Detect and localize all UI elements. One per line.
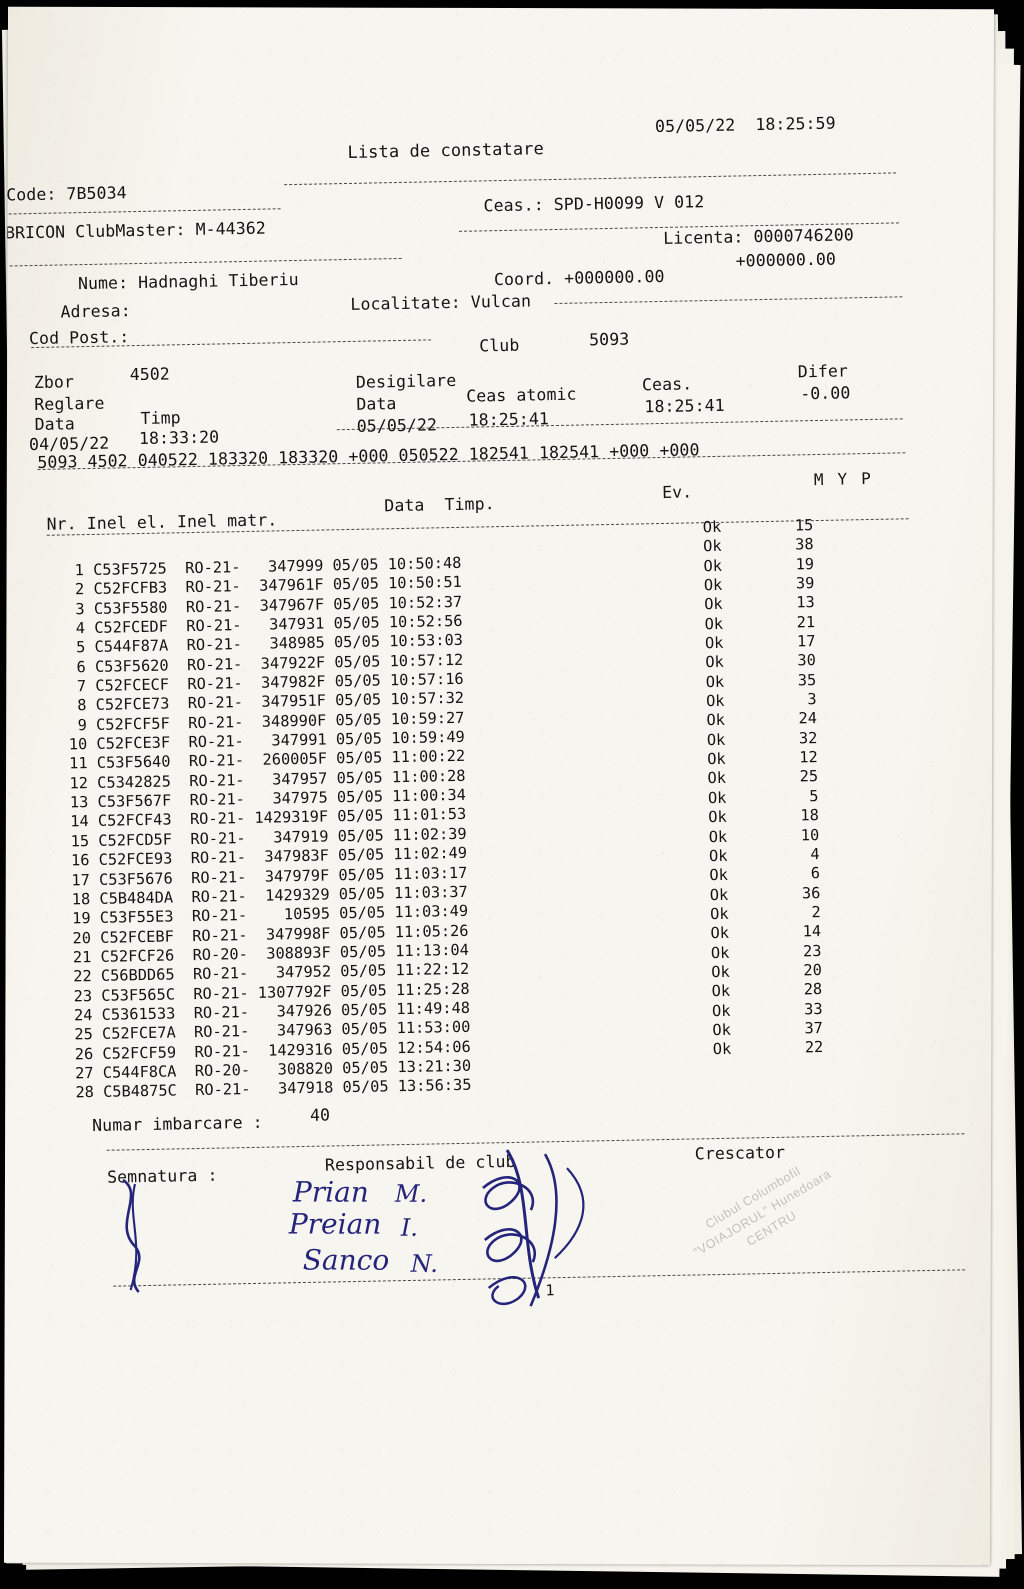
signature-initial-3: N.	[410, 1249, 438, 1278]
zbor-value: 4502	[129, 364, 171, 385]
numar-imbarcare-label: Numar imbarcare :	[91, 1112, 263, 1136]
desigilare-label: Desigilare	[355, 370, 457, 392]
divider-5	[554, 296, 903, 305]
clubmaster-label: BRICON ClubMaster: M-44362	[4, 218, 267, 243]
ceas-label: Ceas.	[641, 374, 693, 395]
reglare-data-label: Data	[34, 414, 75, 435]
licenta-label: Licenta: 0000746200	[663, 225, 855, 248]
responsabil-label: Responsabil de club	[324, 1151, 516, 1175]
divider-4	[9, 257, 402, 267]
column-header-data-timp: Data Timp.	[384, 494, 495, 516]
semnatura-label: Semnatura :	[106, 1165, 218, 1187]
column-header-p: P	[860, 468, 885, 489]
crescator-label: Crescator	[694, 1142, 786, 1164]
table-rows-ev: Ok 15 Ok 38 Ok 19 Ok 39 Ok 13 Ok 21 Ok 1…	[702, 516, 824, 1059]
signature-initial-1: M.	[394, 1179, 428, 1208]
column-header-m: M	[813, 469, 838, 490]
club-label: Club	[479, 335, 520, 356]
signature-name-2: Preian	[288, 1207, 382, 1241]
page-number: 1	[545, 1281, 555, 1300]
column-header-y: Y	[837, 469, 862, 489]
page-title: Lista de constatare	[347, 139, 545, 163]
coord-value-2: +000000.00	[735, 249, 837, 271]
desigilare-data-value: 05/05/22	[356, 415, 438, 436]
column-header-myp: MYP	[814, 469, 885, 489]
signature-name-1: Prian	[292, 1175, 369, 1209]
divider-2	[8, 208, 281, 215]
ceas-atomic-label: Ceas atomic	[466, 384, 577, 406]
reglare-timp-label: Timp	[140, 408, 181, 428]
divider-1	[284, 172, 897, 186]
printed-content-layer: 05/05/22 18:25:59 Lista de constatare Co…	[4, 7, 994, 1566]
adresa-label: Adresa:	[60, 301, 131, 322]
nume-label: Nume: Hadnaghi Tiberiu	[77, 269, 299, 294]
scanned-document-sheet: 05/05/22 18:25:59 Lista de constatare Co…	[3, 6, 995, 1566]
signature-name-3: Sanco	[302, 1243, 390, 1277]
clock-label: Ceas.: SPD-H0099 V 012	[483, 192, 705, 216]
difer-label: Difer	[797, 361, 849, 382]
reglare-label: Reglare	[34, 393, 105, 415]
localitate-label: Localitate: Vulcan	[350, 291, 532, 314]
club-value: 5093	[588, 329, 630, 350]
ceas-value: 18:25:41	[644, 395, 725, 417]
code-label: Code: 7B5034	[6, 183, 127, 205]
table-rows-left: 1 C53F5725 RO-21- 347999 05/05 10:50:48 …	[65, 553, 472, 1102]
print-datetime: 05/05/22 18:25:59	[654, 113, 836, 137]
desigilare-data-label: Data	[356, 394, 397, 414]
zbor-label: Zbor	[33, 372, 75, 393]
reglare-timp-value: 18:33:20	[138, 427, 220, 449]
signature-initial-2: I.	[400, 1213, 418, 1242]
coord-label: Coord. +000000.00	[493, 266, 665, 290]
column-header-ev: Ev.	[661, 482, 693, 502]
numar-imbarcare-value: 40	[309, 1105, 331, 1125]
difer-value: -0.00	[800, 383, 851, 404]
